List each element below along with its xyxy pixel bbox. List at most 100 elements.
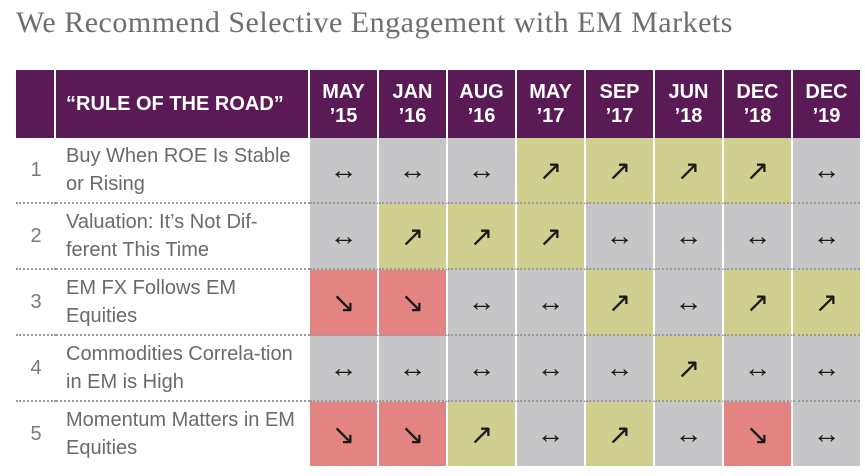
up-right-arrow-icon: ↗ [400,220,425,252]
date-year: ’18 [674,105,703,127]
up-right-arrow-icon: ↗ [676,154,701,186]
table-row: 1 Buy When ROE Is Stable or Rising ↔ ↔ ↔ ↗ ↗ ↗ ↗… [16,138,860,204]
up-right-arrow-icon: ↗ [745,154,770,186]
left-right-arrow-icon: ↔ [536,352,565,383]
signal-cell: ↘ [724,402,793,466]
date-column-header: DEC ’19 [793,70,860,138]
date-column-header: MAY ’17 [517,70,586,138]
signal-cell: ↔ [517,402,586,466]
signal-cell: ↔ [793,204,860,270]
signal-cell: ↔ [310,138,379,204]
left-right-arrow-icon: ↔ [812,154,841,185]
signal-cell: ↔ [448,270,517,336]
up-right-arrow-icon: ↗ [469,418,494,450]
signal-cell: ↔ [517,336,586,402]
signal-cell: ↗ [586,138,655,204]
date-year: ’17 [605,105,634,127]
left-right-arrow-icon: ↔ [743,220,772,251]
date-year: ’16 [398,105,427,127]
left-right-arrow-icon: ↔ [536,286,565,317]
down-right-arrow-icon: ↘ [331,418,356,450]
up-right-arrow-icon: ↗ [676,352,701,384]
table-row: 5 Momentum Matters in EM Equities ↘ ↘ ↗ ↔ ↗ ↔ ↘ ↔ [16,402,860,466]
date-column-header: JUN ’18 [655,70,724,138]
date-column-header: SEP ’17 [586,70,655,138]
left-right-arrow-icon: ↔ [398,352,427,383]
date-month: AUG [459,81,504,103]
rule-label: Commodities Correla-tion in EM is High [56,336,310,402]
left-right-arrow-icon: ↔ [743,352,772,383]
down-right-arrow-icon: ↘ [400,418,425,450]
signal-cell: ↗ [586,270,655,336]
signal-cell: ↔ [724,204,793,270]
up-right-arrow-icon: ↗ [538,154,563,186]
left-right-arrow-icon: ↔ [812,352,841,383]
signal-cell: ↔ [379,336,448,402]
date-year: ’16 [467,105,496,127]
number-column-header [16,70,56,138]
signal-cell: ↗ [448,204,517,270]
signal-cell: ↔ [724,336,793,402]
date-year: ’15 [329,105,358,127]
up-right-arrow-icon: ↗ [607,154,632,186]
signal-cell: ↔ [655,270,724,336]
left-right-arrow-icon: ↔ [674,286,703,317]
date-column-header: AUG ’16 [448,70,517,138]
left-right-arrow-icon: ↔ [536,418,565,449]
table-row: 3 EM FX Follows EM Equities ↘ ↘ ↔ ↔ ↗ ↔ ↗ ↗ [16,270,860,336]
table-row: 4 Commodities Correla-tion in EM is High ↔… [16,336,860,402]
page-title: We Recommend Selective Engagement with E… [16,6,733,39]
left-right-arrow-icon: ↔ [812,418,841,449]
signal-cell: ↔ [793,402,860,466]
signal-cell: ↔ [379,138,448,204]
rules-table: “RULE OF THE ROAD” MAY ’15 JAN ’16 AUG ’16 … [16,70,860,466]
signal-cell: ↗ [379,204,448,270]
signal-cell: ↔ [310,336,379,402]
date-column-header: JAN ’16 [379,70,448,138]
up-right-arrow-icon: ↗ [469,220,494,252]
left-right-arrow-icon: ↔ [674,418,703,449]
signal-cell: ↗ [448,402,517,466]
date-month: DEC [736,81,779,103]
signal-cell: ↘ [379,270,448,336]
left-right-arrow-icon: ↔ [467,352,496,383]
signal-cell: ↗ [655,138,724,204]
signal-cell: ↗ [655,336,724,402]
signal-cell: ↔ [448,138,517,204]
date-year: ’18 [743,105,772,127]
date-year: ’19 [812,105,841,127]
up-right-arrow-icon: ↗ [607,418,632,450]
header-row: “RULE OF THE ROAD” MAY ’15 JAN ’16 AUG ’16 … [16,70,860,138]
date-month: JUN [668,81,709,103]
date-month: DEC [805,81,848,103]
down-right-arrow-icon: ↘ [331,286,356,318]
rule-label: Momentum Matters in EM Equities [66,409,295,459]
rule-label: Buy When ROE Is Stable or Rising [56,138,310,204]
signal-cell: ↘ [310,402,379,466]
left-right-arrow-icon: ↔ [329,352,358,383]
table-row: 2 Valuation: It’s Not Dif-ferent This Tim… [16,204,860,270]
left-right-arrow-icon: ↔ [329,220,358,251]
up-right-arrow-icon: ↗ [814,286,839,318]
signal-cell: ↔ [310,204,379,270]
signal-cell: ↔ [655,204,724,270]
signal-cell: ↗ [724,138,793,204]
date-month: SEP [599,81,640,103]
signal-cell: ↔ [586,204,655,270]
left-right-arrow-icon: ↔ [605,220,634,251]
left-right-arrow-icon: ↔ [398,154,427,185]
date-column-header: DEC ’18 [724,70,793,138]
left-right-arrow-icon: ↔ [467,154,496,185]
signal-cell: ↔ [793,138,860,204]
down-right-arrow-icon: ↘ [400,286,425,318]
row-number: 2 [16,204,56,270]
date-month: MAY [529,81,572,103]
signal-cell: ↗ [517,204,586,270]
up-right-arrow-icon: ↗ [607,286,632,318]
signal-cell: ↗ [586,402,655,466]
up-right-arrow-icon: ↗ [745,286,770,318]
date-month: MAY [322,81,365,103]
signal-cell: ↔ [517,270,586,336]
left-right-arrow-icon: ↔ [674,220,703,251]
rule-column-header: “RULE OF THE ROAD” [56,70,310,138]
